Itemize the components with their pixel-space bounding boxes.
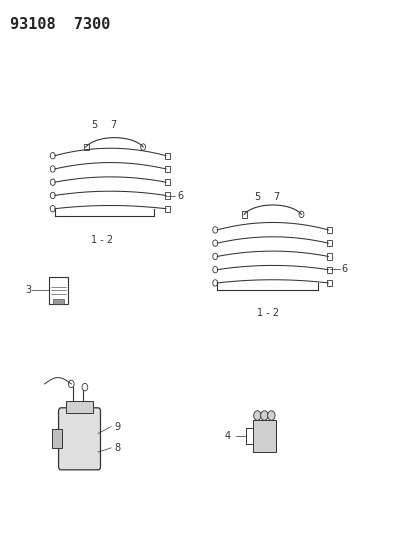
Bar xyxy=(326,240,331,246)
Text: 93108  7300: 93108 7300 xyxy=(9,17,110,33)
Text: 7: 7 xyxy=(272,192,278,202)
Bar xyxy=(53,299,64,304)
Text: 5: 5 xyxy=(90,120,97,130)
Bar xyxy=(253,420,275,452)
Circle shape xyxy=(267,411,274,420)
Bar xyxy=(164,206,169,212)
Bar xyxy=(326,227,331,233)
Text: 4: 4 xyxy=(224,431,230,441)
Bar xyxy=(326,266,331,273)
Bar xyxy=(52,429,62,448)
Bar xyxy=(164,179,169,185)
Text: 7: 7 xyxy=(110,120,116,130)
Text: 8: 8 xyxy=(114,443,120,453)
Text: 6: 6 xyxy=(176,191,183,201)
Bar xyxy=(66,401,93,413)
Text: 9: 9 xyxy=(114,422,120,432)
Bar xyxy=(326,280,331,286)
FancyBboxPatch shape xyxy=(58,408,100,470)
Text: 5: 5 xyxy=(254,192,260,202)
Circle shape xyxy=(253,411,261,420)
Bar xyxy=(164,192,169,199)
Circle shape xyxy=(260,411,268,420)
Bar xyxy=(84,144,89,150)
Bar xyxy=(164,152,169,159)
Text: 6: 6 xyxy=(341,264,347,274)
Text: 1 - 2: 1 - 2 xyxy=(91,235,113,245)
Bar xyxy=(326,253,331,260)
Text: 1 - 2: 1 - 2 xyxy=(256,309,278,318)
Bar xyxy=(164,166,169,172)
Text: 3: 3 xyxy=(25,285,31,295)
Bar xyxy=(49,277,68,304)
Bar xyxy=(242,211,247,217)
